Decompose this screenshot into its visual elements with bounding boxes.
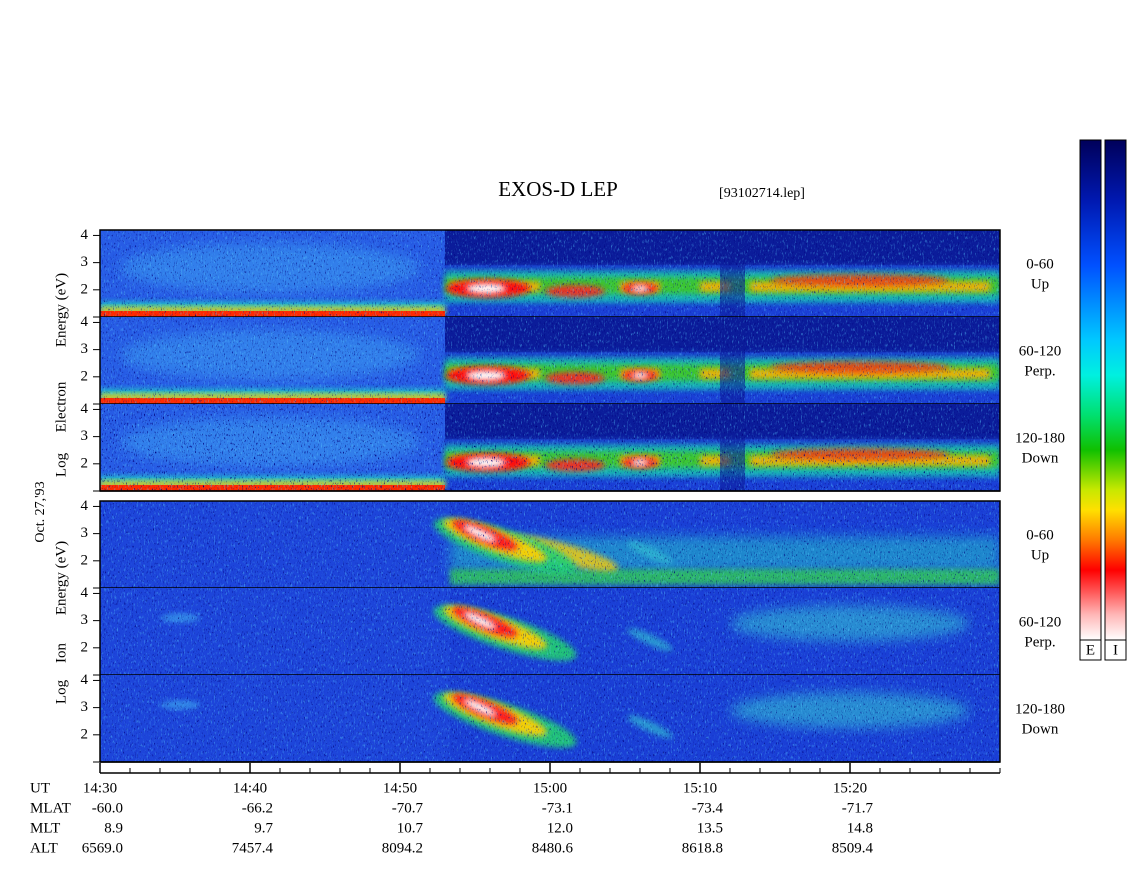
ephemeris-value: 7457.4: [232, 840, 274, 856]
y-tick-label: 2: [81, 552, 89, 568]
ephemeris-value: 14.8: [847, 820, 873, 836]
intensity-patch: [100, 501, 1000, 588]
y-tick-label: 4: [81, 401, 89, 417]
ephemeris-value: -60.0: [92, 800, 123, 816]
color-bar: [1104, 139, 1127, 641]
spectrogram: [100, 675, 1000, 762]
ephemeris-value: -66.2: [242, 800, 273, 816]
x-tick-label: 15:20: [833, 780, 867, 796]
channel-angle: 0-60: [1026, 527, 1054, 543]
color-bar-label-box: [1104, 639, 1127, 661]
channel-angle: 120-180: [1015, 701, 1065, 717]
ephemeris-value: -73.4: [692, 800, 724, 816]
color-bar-label-box: [1079, 639, 1102, 661]
axis-label: Energy (eV): [53, 273, 69, 347]
y-tick-label: 3: [81, 699, 89, 715]
intensity-patch: [100, 675, 1000, 762]
channel-direction: Up: [1031, 547, 1049, 563]
color-bar: [1079, 139, 1102, 641]
intensity-patch: [100, 317, 1000, 404]
ephemeris-value: 8509.4: [832, 840, 874, 856]
ephemeris-value: -70.7: [392, 800, 424, 816]
channel-direction: Down: [1022, 450, 1059, 466]
spectrogram: [100, 588, 1000, 675]
ephemeris-value: -71.7: [842, 800, 874, 816]
y-tick-label: 3: [81, 341, 89, 357]
channel-angle: 60-120: [1019, 343, 1062, 359]
y-tick-label: 2: [81, 368, 89, 384]
ephemeris-value: 8.9: [104, 820, 123, 836]
x-tick-label: 15:10: [683, 780, 717, 796]
axis-label: Ion: [53, 643, 69, 663]
y-tick-label: 2: [81, 281, 89, 297]
panel-frame: [99, 229, 1001, 492]
channel-direction: Perp.: [1024, 363, 1055, 379]
ephemeris-value: 10.7: [397, 820, 424, 836]
channel-angle: 0-60: [1026, 256, 1054, 272]
ephemeris-name: ALT: [30, 840, 58, 856]
x-axis-name: UT: [30, 780, 50, 796]
y-tick-label: 2: [81, 726, 89, 742]
y-tick-label: 2: [81, 455, 89, 471]
file-name: [93102714.lep]: [719, 186, 805, 201]
ephemeris-value: 12.0: [547, 820, 573, 836]
y-tick-label: 4: [81, 498, 89, 514]
intensity-patch: [100, 588, 1000, 675]
y-tick-label: 2: [81, 639, 89, 655]
date-label: Oct. 27,'93: [33, 481, 48, 542]
y-tick-label: 3: [81, 612, 89, 628]
axis-label: Log: [53, 679, 69, 704]
y-tick-label: 3: [81, 428, 89, 444]
panel-frame: [99, 500, 1001, 763]
channel-direction: Perp.: [1024, 634, 1055, 650]
spectrogram: [100, 404, 1000, 491]
x-tick-label: 14:50: [383, 780, 417, 796]
spectrogram: [100, 317, 1000, 404]
spectrogram: [100, 230, 1000, 317]
ephemeris-name: MLAT: [30, 800, 71, 816]
color-bar-label: E: [1086, 642, 1095, 658]
channel-angle: 60-120: [1019, 614, 1062, 630]
channel-angle: 120-180: [1015, 430, 1065, 446]
axis-label: Log: [53, 452, 69, 477]
color-bar-label: I: [1113, 642, 1118, 658]
y-tick-label: 3: [81, 525, 89, 541]
ephemeris-value: 9.7: [254, 820, 273, 836]
x-tick-label: 14:30: [83, 780, 117, 796]
ephemeris-value: 8480.6: [532, 840, 574, 856]
x-tick-label: 14:40: [233, 780, 267, 796]
ephemeris-value: 13.5: [697, 820, 723, 836]
intensity-patch: [100, 404, 1000, 491]
channel-direction: Up: [1031, 276, 1049, 292]
x-tick-label: 15:00: [533, 780, 567, 796]
y-tick-label: 4: [81, 672, 89, 688]
axis-label: Electron: [53, 381, 69, 432]
y-tick-label: 3: [81, 254, 89, 270]
title: EXOS-D LEP: [498, 177, 618, 201]
ephemeris-value: -73.1: [542, 800, 573, 816]
ephemeris-value: 6569.0: [82, 840, 123, 856]
intensity-patch: [100, 230, 1000, 317]
y-tick-label: 4: [81, 314, 89, 330]
spectrogram: [100, 501, 1000, 588]
y-tick-label: 4: [81, 585, 89, 601]
ephemeris-name: MLT: [30, 820, 60, 836]
ephemeris-value: 8618.8: [682, 840, 723, 856]
channel-direction: Down: [1022, 721, 1059, 737]
axis-label: Energy (eV): [53, 541, 69, 615]
ephemeris-value: 8094.2: [382, 840, 423, 856]
y-tick-label: 4: [81, 227, 89, 243]
